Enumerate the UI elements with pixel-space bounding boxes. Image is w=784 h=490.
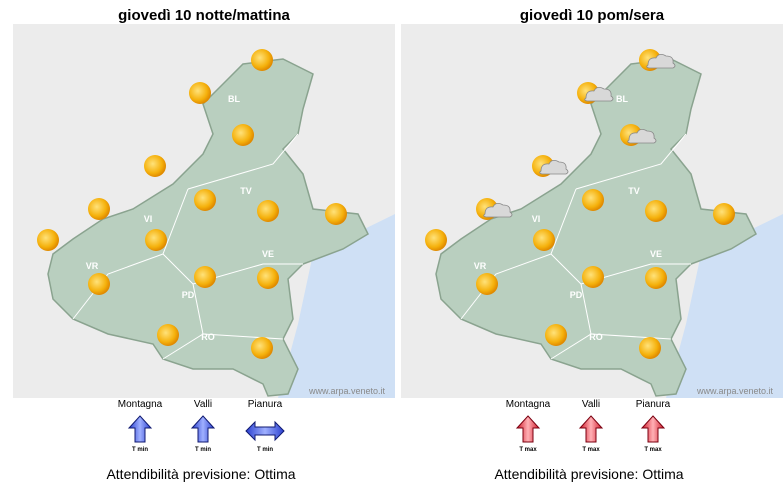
- arrow-label: T min: [132, 447, 148, 453]
- province-label: VR: [86, 261, 99, 271]
- province-label: TV: [240, 186, 252, 196]
- sun-icon: [476, 273, 498, 295]
- arrow-icon: [515, 415, 541, 443]
- reliability: Attendibilità previsione: Ottima: [106, 466, 295, 482]
- legend-label: Valli: [582, 399, 600, 410]
- arrow-label: T min: [257, 447, 273, 453]
- province-label: BL: [616, 94, 628, 104]
- arrow-icon: [578, 415, 604, 443]
- cloud-icon: [483, 203, 513, 218]
- sun-icon: [545, 324, 567, 346]
- sun-icon: [232, 124, 254, 146]
- sun-icon: [194, 189, 216, 211]
- province-label: VI: [532, 214, 541, 224]
- legend-label: Pianura: [248, 399, 283, 410]
- arrow-label: T max: [519, 447, 537, 453]
- sun-icon: [533, 229, 555, 251]
- sun-icon: [582, 189, 604, 211]
- arrow-label: T min: [195, 447, 211, 453]
- sun-icon: [88, 198, 110, 220]
- sun-icon: [251, 337, 273, 359]
- sun-icon: [645, 267, 667, 289]
- panel: giovedì 10 notte/mattina BL TV VI VR PD VE RO ww…: [12, 7, 396, 482]
- arrow-icon: [640, 415, 666, 443]
- province-label: RO: [589, 332, 603, 342]
- arrow-icon: [245, 420, 285, 442]
- arrow-label: T max: [582, 447, 600, 453]
- province-label: TV: [628, 186, 640, 196]
- province-label: BL: [228, 94, 240, 104]
- cloud-icon: [539, 160, 569, 175]
- sun-icon: [645, 200, 667, 222]
- cloud-icon: [627, 129, 657, 144]
- province-label: RO: [201, 332, 215, 342]
- panel: giovedì 10 pom/sera BL TV VI VR PD VE RO www.arp…: [400, 7, 784, 482]
- sun-icon: [639, 337, 661, 359]
- arrow-icon: [190, 415, 216, 443]
- sun-icon: [189, 82, 211, 104]
- province-label: PD: [570, 290, 583, 300]
- map: BL TV VI VR PD VE RO www.arpa.veneto.it: [12, 23, 396, 399]
- arrow-icon: [127, 415, 153, 443]
- province-label: PD: [182, 290, 195, 300]
- province-label: VR: [474, 261, 487, 271]
- sun-icon: [257, 267, 279, 289]
- cloud-icon: [584, 87, 614, 102]
- sun-icon: [88, 273, 110, 295]
- watermark: www.arpa.veneto.it: [308, 386, 386, 396]
- legend-label: Valli: [194, 399, 212, 410]
- sun-icon: [145, 229, 167, 251]
- panel-title: giovedì 10 notte/mattina: [118, 7, 290, 24]
- reliability: Attendibilità previsione: Ottima: [494, 466, 683, 482]
- sun-icon: [144, 155, 166, 177]
- sun-icon: [157, 324, 179, 346]
- province-label: VE: [262, 249, 274, 259]
- sun-icon: [37, 229, 59, 251]
- panel-title: giovedì 10 pom/sera: [520, 7, 665, 24]
- cloud-icon: [646, 54, 676, 69]
- arrow-label: T max: [644, 447, 662, 453]
- sun-icon: [251, 49, 273, 71]
- watermark: www.arpa.veneto.it: [696, 386, 774, 396]
- province-label: VI: [144, 214, 153, 224]
- sun-icon: [194, 266, 216, 288]
- province-label: VE: [650, 249, 662, 259]
- legend-label: Montagna: [506, 399, 551, 410]
- sun-icon: [582, 266, 604, 288]
- legend-label: Montagna: [118, 399, 163, 410]
- map: BL TV VI VR PD VE RO www.arpa.veneto.it: [400, 23, 784, 399]
- sun-icon: [713, 203, 735, 225]
- sun-icon: [425, 229, 447, 251]
- legend-label: Pianura: [636, 399, 671, 410]
- sun-icon: [257, 200, 279, 222]
- sun-icon: [325, 203, 347, 225]
